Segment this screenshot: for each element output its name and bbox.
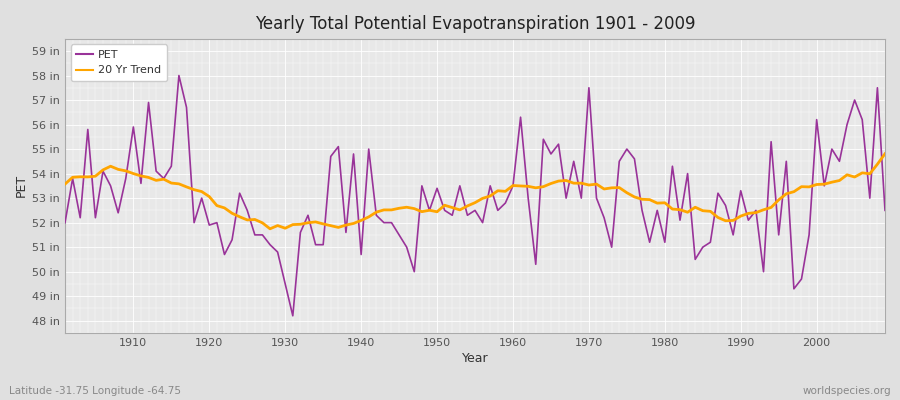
- Legend: PET, 20 Yr Trend: PET, 20 Yr Trend: [70, 44, 167, 81]
- Text: Latitude -31.75 Longitude -64.75: Latitude -31.75 Longitude -64.75: [9, 386, 181, 396]
- Title: Yearly Total Potential Evapotranspiration 1901 - 2009: Yearly Total Potential Evapotranspiratio…: [255, 15, 696, 33]
- Text: worldspecies.org: worldspecies.org: [803, 386, 891, 396]
- Y-axis label: PET: PET: [15, 174, 28, 198]
- X-axis label: Year: Year: [462, 352, 489, 365]
